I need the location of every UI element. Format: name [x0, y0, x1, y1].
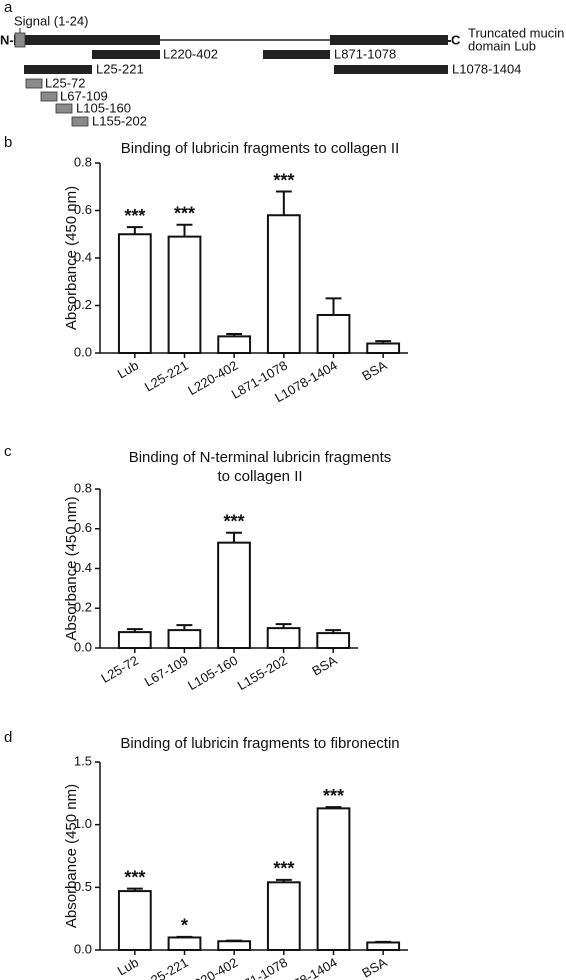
y-tick-label: 0.2	[74, 600, 92, 615]
fragment	[71, 116, 89, 127]
error-bar	[176, 223, 193, 237]
x-tick-label: L105-160	[185, 653, 240, 693]
y-tick-label: 0.0	[74, 639, 92, 654]
significance: ***	[273, 170, 294, 190]
fragment-label: L220-402	[163, 46, 218, 61]
x-tick-label: L155-202	[235, 653, 290, 693]
fragment	[40, 91, 58, 102]
x-tick-label: Lub	[115, 955, 141, 979]
y-tick-label: 0.4	[74, 560, 92, 575]
bar	[117, 233, 152, 354]
bar	[117, 890, 152, 951]
bar	[316, 632, 351, 649]
bar	[217, 335, 252, 354]
error-bar	[226, 531, 242, 543]
error-bar	[325, 297, 342, 315]
bar	[167, 235, 202, 354]
x-tick-label: BSA	[359, 954, 389, 980]
y-tick-label: 0.6	[74, 520, 92, 535]
bar	[217, 940, 252, 952]
x-tick-label: L25-221	[142, 955, 191, 980]
chart-title: to collagen II	[217, 468, 302, 485]
significance: ***	[323, 786, 344, 806]
c-terminus: C	[451, 32, 461, 47]
panel-a: a Signal (1-24) N- C Truncated mucin dom…	[0, 0, 564, 128]
significance: ***	[273, 859, 294, 879]
y-tick-label: 0.0	[74, 344, 92, 359]
bar	[316, 807, 351, 952]
y-axis-label: Absorbance (450 nm)	[63, 496, 80, 640]
x-tick-label: Lub	[115, 358, 141, 382]
description: Truncated mucin	[468, 25, 564, 40]
y-tick-label: 0.8	[74, 154, 92, 169]
x-tick-label: L25-221	[142, 358, 191, 395]
signal-label: Signal (1-24)	[14, 13, 88, 28]
bar	[366, 342, 401, 354]
error-bar	[275, 190, 292, 216]
bar	[266, 881, 301, 952]
bar	[167, 936, 202, 952]
significance: *	[181, 916, 188, 936]
fragment	[24, 65, 92, 74]
panel-label: d	[4, 729, 12, 746]
y-axis-label: Absorbance (450 nm)	[63, 186, 80, 330]
bar	[117, 631, 152, 649]
x-tick-label: BSA	[309, 652, 339, 678]
y-tick-label: 0.2	[74, 297, 92, 312]
fragment-label: L871-1078	[334, 46, 396, 61]
y-tick-label: 1.5	[74, 753, 92, 768]
significance: ***	[124, 867, 145, 887]
x-tick-label: L25-72	[98, 653, 141, 686]
fragment	[92, 50, 160, 59]
fragment-label: L155-202	[92, 113, 147, 128]
significance: ***	[174, 204, 195, 224]
fragment-label: L25-72	[45, 75, 85, 90]
chart-title: Binding of lubricin fragments to collage…	[121, 140, 400, 157]
y-tick-label: 0.0	[74, 941, 92, 956]
fragment	[25, 78, 43, 89]
description: domain Lub	[468, 38, 536, 53]
error-bar	[126, 226, 143, 235]
chart-title: Binding of lubricin fragments to fibrone…	[120, 735, 399, 752]
bar	[266, 214, 301, 354]
fragment-label: L67-109	[60, 88, 108, 103]
y-tick-label: 0.8	[74, 480, 92, 495]
signal-box	[14, 32, 26, 48]
fragment-label: L25-221	[96, 61, 144, 76]
panel-label: b	[4, 134, 12, 151]
x-tick-label: BSA	[359, 357, 389, 383]
n-terminus: N-	[0, 32, 14, 47]
x-tick-label: L67-109	[142, 653, 191, 690]
significance: ***	[124, 206, 145, 226]
x-tick-label: L220-402	[185, 955, 240, 980]
fragment-label: L105-160	[76, 100, 131, 115]
bar	[366, 941, 401, 951]
bar	[266, 627, 301, 649]
panel-label: c	[4, 443, 12, 460]
y-tick-label: 0.6	[74, 202, 92, 217]
bar	[167, 629, 202, 649]
y-tick-label: 1.0	[74, 816, 92, 831]
fragment-label: L1078-1404	[452, 61, 521, 76]
mucin-domain	[330, 35, 448, 45]
bar	[316, 314, 351, 354]
significance: ***	[223, 511, 244, 531]
fragment	[263, 50, 330, 59]
mucin-domain	[14, 35, 160, 45]
fragment	[334, 65, 448, 74]
bar	[217, 541, 251, 649]
panel-label: a	[4, 0, 13, 16]
fragment	[55, 103, 73, 114]
y-axis-label: Absorbance (450 nm)	[63, 784, 80, 928]
y-tick-label: 0.4	[74, 249, 92, 264]
y-tick-label: 0.5	[74, 879, 92, 894]
chart-title: Binding of N-terminal lubricin fragments	[129, 449, 392, 466]
